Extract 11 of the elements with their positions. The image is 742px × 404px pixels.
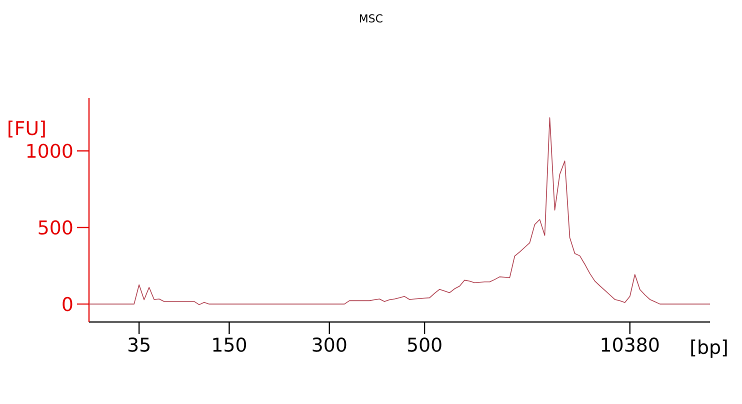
x-tick-label: 150 [213,338,246,352]
x-tick-label: 10380 [602,338,659,352]
x-tick-label: 35 [128,338,150,352]
y-tick-label: 1000 [27,144,72,158]
chart-title: MSC [360,14,382,22]
y-axis-title: [FU] [8,120,45,138]
x-tick-label: 300 [312,338,346,352]
x-tick-label: 500 [408,338,442,352]
y-tick-label: 0 [62,296,72,312]
x-axis-title: [bp] [691,340,727,358]
y-tick-label: 500 [38,220,72,235]
